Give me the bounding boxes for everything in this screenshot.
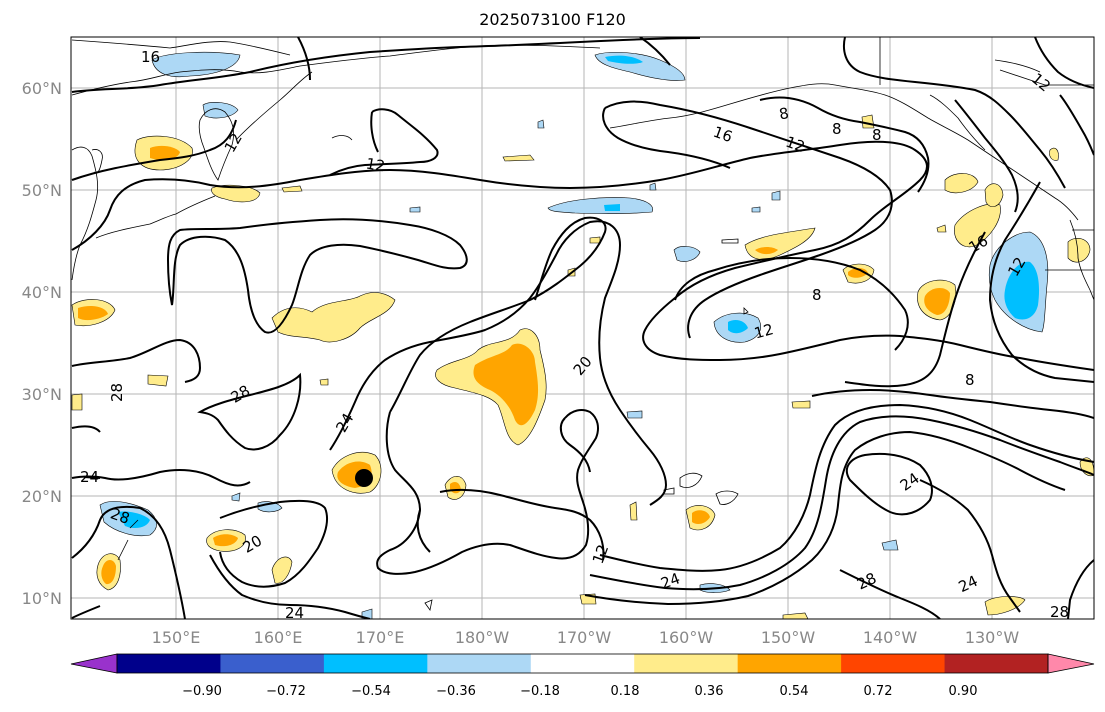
- location-marker: [355, 469, 373, 487]
- contour-label: 16: [711, 123, 735, 146]
- lat-label: 50°N: [22, 181, 62, 200]
- contour-label: 24: [285, 604, 304, 622]
- colorbar-block: [944, 654, 1049, 673]
- map-frame: [70, 36, 1095, 620]
- contour-label: 28: [108, 383, 126, 402]
- contour-label: 8: [832, 120, 842, 138]
- lat-label: 10°N: [22, 589, 62, 608]
- colorbar-ticks: −0.90 −0.72 −0.54 −0.36 −0.18 0.18 0.36 …: [182, 684, 977, 699]
- longitude-labels: 150°E 160°E 170°E 180°W 170°W 160°W 150°…: [152, 628, 1020, 647]
- shading-patches: [71, 51, 1094, 619]
- lat-label: 40°N: [22, 283, 62, 302]
- contour-label: 16: [141, 48, 160, 66]
- lon-label: 170°W: [557, 628, 612, 647]
- colorbar-tick-label: 0.18: [611, 684, 640, 699]
- colorbar-tick-label: −0.36: [436, 684, 476, 699]
- colorbar-tick-label: 0.54: [780, 684, 809, 699]
- contour-label: 8: [778, 104, 791, 123]
- colorbar-block: [737, 654, 842, 673]
- lon-label: 130°W: [965, 628, 1020, 647]
- contour-label: 8: [872, 126, 882, 144]
- colorbar-block: [427, 654, 532, 673]
- colorbar-extend-low: [70, 653, 118, 674]
- colorbar-block: [841, 654, 946, 673]
- colorbar-tick-label: −0.18: [520, 684, 560, 699]
- contour-label: 12: [365, 154, 387, 175]
- colorbar-block: [117, 654, 221, 673]
- map-title: 2025073100 F120: [479, 10, 626, 29]
- colorbar: −0.90 −0.72 −0.54 −0.36 −0.18 0.18 0.36 …: [70, 653, 1095, 699]
- contour-label: 28: [108, 504, 132, 527]
- lon-label: 150°E: [152, 628, 201, 647]
- colorbar-block: [530, 654, 635, 673]
- lon-label: 160°E: [254, 628, 303, 647]
- lon-label: 150°W: [761, 628, 816, 647]
- contour-label: 12: [752, 320, 775, 342]
- colorbar-block: [634, 654, 739, 673]
- colorbar-outline: [116, 653, 1049, 674]
- lon-label: 160°W: [659, 628, 714, 647]
- lat-label: 60°N: [22, 79, 62, 98]
- contour-label: 8: [965, 371, 975, 389]
- colorbar-tick-label: 0.72: [864, 684, 893, 699]
- colorbar-tick-label: −0.72: [266, 684, 306, 699]
- colorbar-tick-label: −0.54: [351, 684, 391, 699]
- lon-label: 140°W: [863, 628, 918, 647]
- contour-label: 24: [658, 569, 682, 592]
- colorbar-tick-label: 0.90: [949, 684, 978, 699]
- contour-label: 8: [812, 286, 822, 304]
- latitude-labels: 60°N 50°N 40°N 30°N 20°N 10°N: [22, 79, 62, 608]
- colorbar-extend-high: [1047, 653, 1095, 674]
- coastlines: [71, 37, 1094, 611]
- contour-label: 12: [783, 133, 807, 156]
- lon-label: 180°W: [455, 628, 510, 647]
- colorbar-block: [323, 654, 428, 673]
- colorbar-tick-label: 0.36: [695, 684, 724, 699]
- lat-label: 30°N: [22, 385, 62, 404]
- contour-label: 28: [1050, 603, 1069, 621]
- colorbar-block: [220, 654, 325, 673]
- lat-label: 20°N: [22, 487, 62, 506]
- colorbar-blocks: [117, 654, 1049, 673]
- contour-label: 24: [80, 468, 99, 486]
- colorbar-tick-label: −0.90: [182, 684, 222, 699]
- contour-label: 12: [589, 542, 612, 566]
- lon-label: 170°E: [356, 628, 405, 647]
- contours: [71, 37, 1094, 619]
